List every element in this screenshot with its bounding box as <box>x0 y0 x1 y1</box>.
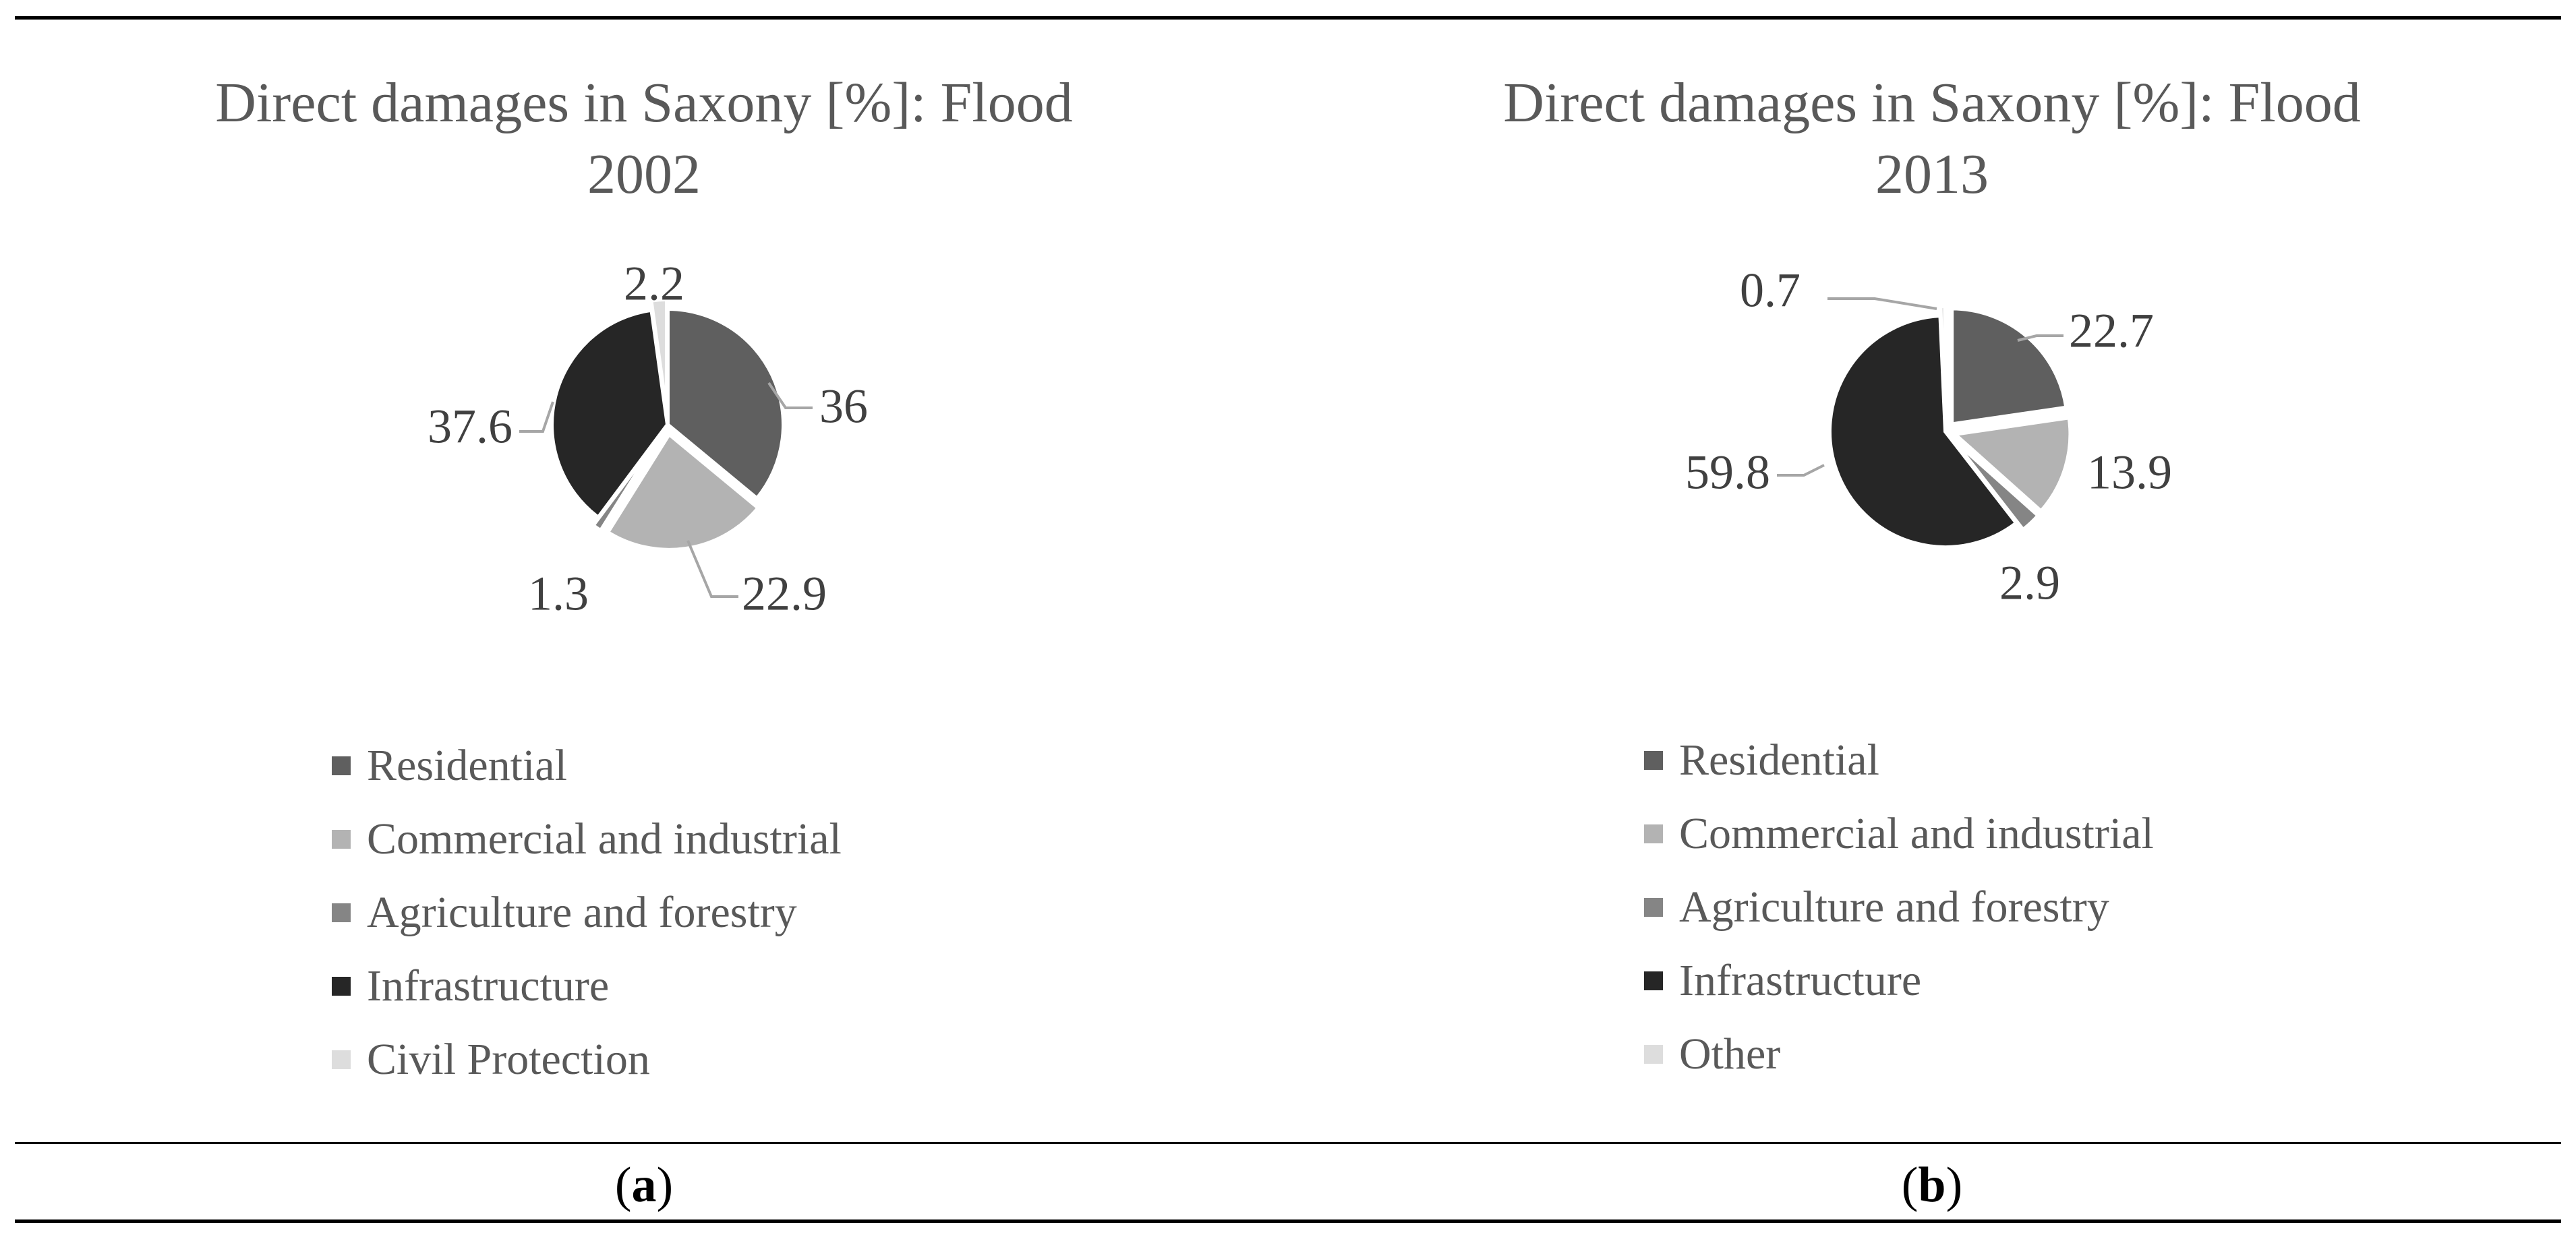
legend-label-civil-protection: Civil Protection <box>367 1034 650 1084</box>
pie-slice-commercial-and-industrial <box>1950 415 2073 514</box>
data-label-commercial-and-industrial: 13.9 <box>2087 446 2172 500</box>
panel-a: Direct damages in Saxony [%]: Flood 2002… <box>0 0 1288 1142</box>
chart-title-b-line-2: 2013 <box>1875 143 1989 206</box>
legend-label-infrastructure: Infrastructure <box>1679 955 1922 1005</box>
chart-title-b-line-1: Direct damages in Saxony [%]: Flood <box>1503 71 2361 134</box>
legend-label-residential: Residential <box>1679 735 1879 785</box>
leader-line-infrastructure <box>1777 464 1825 477</box>
data-label-residential: 22.7 <box>2069 304 2154 358</box>
legend-swatch-civil-protection <box>332 1050 351 1069</box>
legend-swatch-infrastructure <box>332 976 351 996</box>
legend-swatch-agriculture-and-forestry <box>1644 897 1663 917</box>
caption-b-letter: b <box>1918 1157 1946 1213</box>
data-label-infrastructure: 37.6 <box>428 400 513 454</box>
legend-label-agriculture-and-forestry: Agriculture and forestry <box>1679 882 2109 932</box>
legend-item-agriculture-and-forestry: Agriculture and forestry <box>1644 870 2154 944</box>
caption-b: (b) <box>1901 1157 1963 1213</box>
legend-a: Residential Commercial and industrial Agri… <box>332 729 842 1096</box>
legend-label-agriculture-and-forestry: Agriculture and forestry <box>367 887 797 937</box>
legend-label-other: Other <box>1679 1029 1781 1079</box>
legend-item-residential: Residential <box>332 729 842 802</box>
leader-line-residential <box>767 382 813 409</box>
panel-b: Direct damages in Saxony [%]: Flood 2013… <box>1288 0 2576 1142</box>
pie-slice-infrastructure <box>550 307 670 521</box>
legend-swatch-commercial-and-industrial <box>1644 824 1663 843</box>
legend-label-residential: Residential <box>367 740 567 790</box>
pie-slice-other <box>1938 304 1948 423</box>
legend-item-other: Other <box>1644 1017 2154 1091</box>
chart-title-a: Direct damages in Saxony [%]: Flood 2002 <box>0 67 1288 210</box>
legend-b: Residential Commercial and industrial Agri… <box>1644 723 2154 1091</box>
bottom-rule <box>15 1219 2561 1223</box>
legend-swatch-agriculture-and-forestry <box>332 903 351 922</box>
legend-label-commercial-and-industrial: Commercial and industrial <box>367 814 842 864</box>
legend-swatch-other <box>1644 1044 1663 1064</box>
leader-line-residential <box>2017 334 2063 342</box>
leader-line-other <box>1827 297 1937 310</box>
data-label-infrastructure: 59.8 <box>1685 446 1770 500</box>
legend-label-infrastructure: Infrastructure <box>367 961 610 1011</box>
chart-title-b: Direct damages in Saxony [%]: Flood 2013 <box>1288 67 2576 210</box>
legend-swatch-commercial-and-industrial <box>332 829 351 849</box>
data-label-agriculture-and-forestry: 2.9 <box>1999 556 2060 610</box>
leader-line-commercial-and-industrial <box>686 540 738 598</box>
data-label-commercial-and-industrial: 22.9 <box>742 567 827 621</box>
pie-slice-infrastructure <box>1827 313 2020 549</box>
data-label-other: 0.7 <box>1740 264 1801 318</box>
pie-chart-b: 22.7 13.9 2.9 59.8 0.7 <box>1685 264 2172 610</box>
legend-item-commercial-and-industrial: Commercial and industrial <box>1644 797 2154 870</box>
pie-slice-civil-protection <box>648 297 670 416</box>
pie-slice-agriculture-and-forestry <box>1950 436 2042 533</box>
legend-item-commercial-and-industrial: Commercial and industrial <box>332 802 842 876</box>
pie-slice-residential <box>1950 306 2069 427</box>
data-label-residential: 36 <box>819 380 868 433</box>
legend-swatch-infrastructure <box>1644 971 1663 990</box>
caption-a: (a) <box>614 1157 674 1213</box>
legend-swatch-residential <box>332 756 351 775</box>
legend-swatch-residential <box>1644 750 1663 770</box>
pie-slice-commercial-and-industrial <box>604 431 761 552</box>
legend-label-commercial-and-industrial: Commercial and industrial <box>1679 808 2154 858</box>
legend-item-infrastructure: Infrastructure <box>332 949 842 1023</box>
data-label-civil-protection: 2.2 <box>624 257 684 311</box>
data-label-agriculture-and-forestry: 1.3 <box>528 567 589 621</box>
middle-rule <box>15 1142 2561 1144</box>
chart-title-a-line-1: Direct damages in Saxony [%]: Flood <box>215 71 1073 134</box>
pie-slice-residential <box>666 306 786 502</box>
top-rule <box>15 16 2561 20</box>
legend-item-residential: Residential <box>1644 723 2154 797</box>
caption-a-letter: a <box>631 1157 657 1213</box>
legend-item-agriculture-and-forestry: Agriculture and forestry <box>332 876 842 949</box>
leader-line-infrastructure <box>519 401 554 433</box>
legend-item-infrastructure: Infrastructure <box>1644 944 2154 1017</box>
pie-chart-a: 36 22.9 1.3 37.6 2.2 <box>428 257 868 621</box>
chart-title-a-line-2: 2002 <box>587 143 701 206</box>
legend-item-civil-protection: Civil Protection <box>332 1023 842 1096</box>
